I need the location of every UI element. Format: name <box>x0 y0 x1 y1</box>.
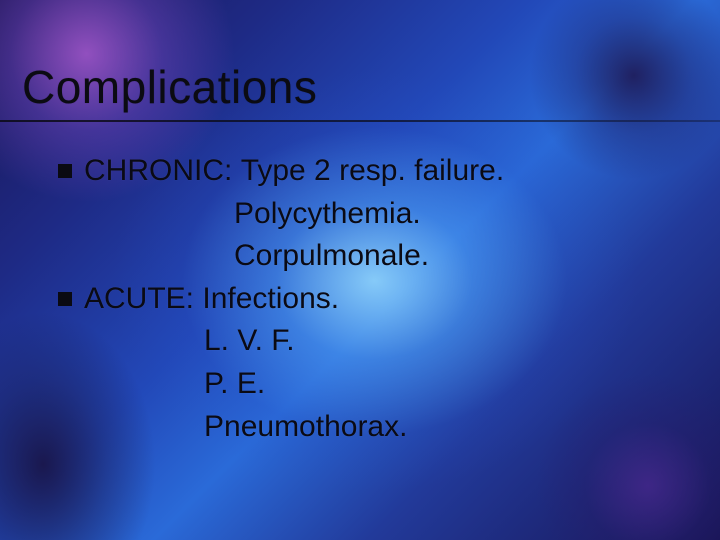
continuation-line: Pneumothorax. <box>58 406 668 449</box>
continuation-line: Corpulmonale. <box>58 235 668 278</box>
bullet-row-chronic: CHRONIC: Type 2 resp. failure. <box>58 150 668 193</box>
slide-body: CHRONIC: Type 2 resp. failure. Polycythe… <box>58 150 668 448</box>
item-text <box>194 278 202 321</box>
item-text: Pneumothorax. <box>204 406 407 449</box>
slide: Complications CHRONIC: Type 2 resp. fail… <box>0 0 720 540</box>
continuation-line: Polycythemia. <box>58 193 668 236</box>
slide-title: Complications <box>22 60 317 114</box>
item-text: L. V. F. <box>204 320 295 363</box>
item-text: Polycythemia. <box>234 193 421 236</box>
item-text: Corpulmonale. <box>234 235 429 278</box>
continuation-line: L. V. F. <box>58 320 668 363</box>
square-bullet-icon <box>58 292 72 306</box>
continuation-line: P. E. <box>58 363 668 406</box>
title-underline <box>0 120 720 122</box>
item-text: P. E. <box>204 363 265 406</box>
square-bullet-icon <box>58 164 72 178</box>
item-label: ACUTE: <box>84 278 194 321</box>
item-text <box>232 150 240 193</box>
item-label: CHRONIC: <box>84 150 232 193</box>
bullet-row-acute: ACUTE: Infections. <box>58 278 668 321</box>
item-text: Type 2 resp. failure. <box>241 150 504 193</box>
item-text: Infections. <box>202 278 339 321</box>
